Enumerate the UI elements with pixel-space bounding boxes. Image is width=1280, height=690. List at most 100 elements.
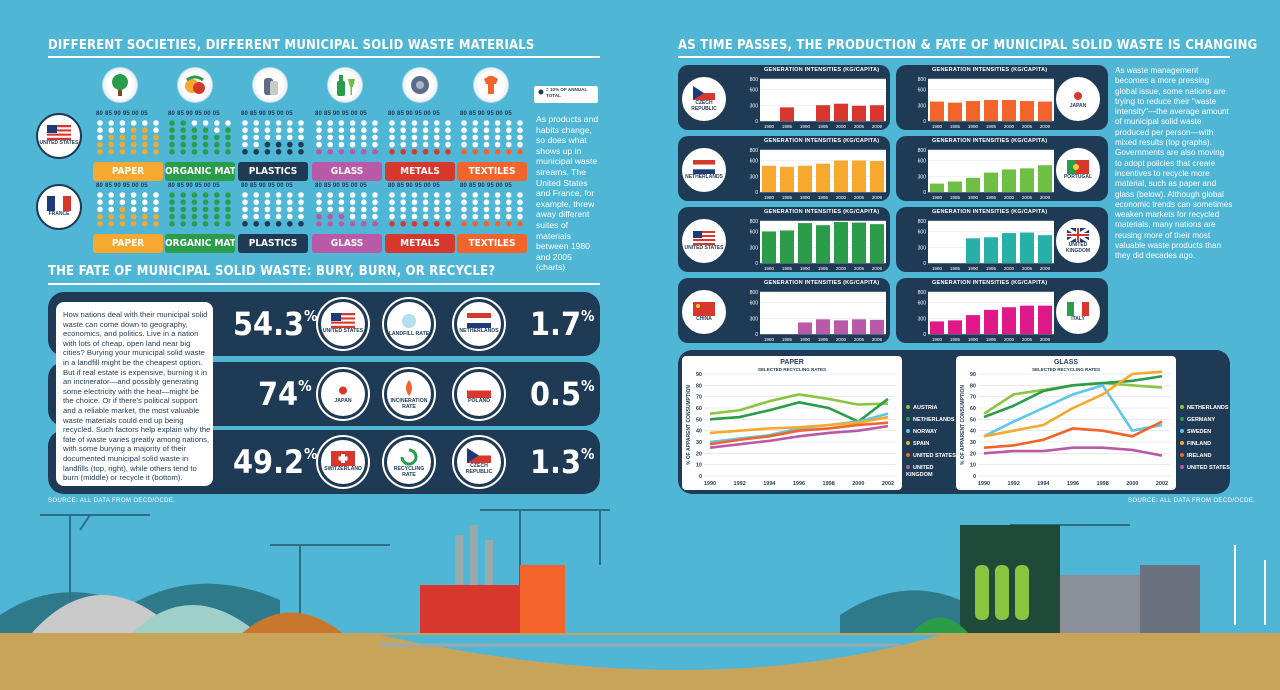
waste-dot	[422, 199, 429, 205]
waste-dot	[108, 213, 114, 220]
x-tick-label: 2009	[1040, 124, 1051, 129]
x-tick-label: 1995	[986, 337, 997, 342]
waste-dot	[372, 192, 378, 198]
x-tick-label: 1990	[968, 195, 979, 200]
generation-bar-chart: 800 600 300 0 1980 1985 1990 1995 2000 2005 2009	[750, 148, 886, 200]
waste-dot	[287, 141, 293, 148]
waste-dot	[372, 199, 378, 205]
fate-value-right: 1.3	[530, 443, 581, 481]
waste-dot	[327, 192, 333, 198]
waste-dot	[400, 199, 406, 205]
x-tick-label: 2000	[1126, 481, 1138, 487]
y-tick-label: 50	[970, 417, 976, 423]
generation-bar	[1038, 305, 1052, 334]
legend-item: UNITED STATES	[906, 453, 956, 460]
waste-dot	[214, 206, 220, 213]
x-tick-label: 2009	[1040, 337, 1051, 342]
waste-dot	[400, 213, 406, 220]
country-name: JAPAN	[334, 398, 352, 405]
series-line	[983, 420, 1163, 449]
waste-dot	[225, 120, 231, 126]
country-circle: POLAND	[454, 369, 504, 419]
x-tick-label: 1994	[1037, 481, 1050, 487]
waste-dot	[494, 149, 501, 155]
waste-dot	[97, 206, 103, 213]
x-tick-label: 2000	[836, 124, 847, 129]
country-flag: NETHERLANDS	[680, 146, 728, 194]
generation-bar	[762, 165, 776, 192]
x-tick-label: 1994	[763, 481, 776, 487]
waste-dot	[472, 141, 478, 148]
generation-bar	[816, 225, 830, 263]
y-tick-label: 0	[755, 261, 758, 267]
waste-dot	[287, 221, 293, 227]
y-tick-label: 0	[923, 119, 926, 125]
material-label: ORGANIC MATERIAL	[165, 234, 235, 253]
generation-bar	[966, 238, 980, 263]
legend-item: SPAIN	[906, 441, 956, 448]
line-chart: % OF APPARENT CONSUMPTION 0 10 20 30 40 50 60 70…	[686, 372, 896, 487]
waste-dot	[142, 120, 148, 126]
generation-bar-chart: 800 600 300 0 1980 1985 1990 1995 2000 2005 2009	[918, 290, 1054, 342]
waste-dot	[153, 192, 159, 198]
waste-dot	[422, 134, 429, 141]
waste-dot	[445, 206, 451, 213]
fate-percent: 49.2%	[233, 443, 318, 481]
waste-dot	[287, 120, 293, 126]
year-header: 80 85 90 95 00 05	[168, 111, 220, 117]
waste-dot	[434, 213, 440, 220]
waste-dot	[494, 206, 501, 213]
material-label: METALS	[385, 234, 455, 253]
percent-sign: %	[581, 307, 595, 325]
waste-dot	[494, 141, 501, 148]
waste-dot	[327, 199, 333, 205]
generation-bar	[816, 319, 830, 334]
y-tick-label: 300	[918, 316, 927, 322]
waste-dot	[142, 149, 148, 155]
waste-dot	[422, 149, 429, 155]
legend-label: IRELAND	[1187, 453, 1212, 459]
waste-dot	[225, 206, 231, 213]
waste-dot	[298, 149, 304, 155]
waste-dot	[372, 127, 378, 133]
fate-rule	[48, 283, 600, 285]
country-flag: UNITED STATES	[680, 217, 728, 265]
waste-dot	[316, 213, 322, 220]
waste-dot	[264, 149, 271, 155]
dot-column-0	[97, 120, 159, 155]
generation-bar	[870, 319, 884, 334]
waste-dot	[214, 192, 220, 198]
waste-dot	[411, 192, 418, 198]
generation-bar	[1020, 101, 1034, 121]
waste-dot	[400, 134, 406, 141]
legend-swatch	[1180, 453, 1184, 457]
waste-dot	[316, 120, 322, 126]
waste-dot	[275, 221, 282, 227]
x-tick-label: 1980	[932, 195, 943, 200]
generation-title: GENERATION INTENSITIES (KG/CAPITA)	[932, 280, 1048, 286]
year-header: 80 85 90 95 00 05	[460, 183, 512, 189]
category-circle: RECYCLING RATE	[384, 437, 434, 487]
waste-dot	[153, 141, 159, 148]
dot-column-4	[389, 192, 451, 227]
waste-dot	[338, 141, 345, 148]
x-tick-label: 2009	[1040, 195, 1051, 200]
waste-dot	[169, 141, 175, 148]
waste-dot	[225, 199, 231, 205]
y-tick-label: 20	[696, 451, 702, 457]
waste-dot	[119, 134, 126, 141]
waste-dot	[242, 134, 248, 141]
y-tick-label: 800	[918, 77, 927, 83]
fate-value-right: 1.7	[530, 305, 581, 343]
x-tick-label: 1995	[986, 195, 997, 200]
waste-dot	[264, 206, 271, 213]
legend-swatch	[1180, 465, 1184, 469]
generation-bar	[1002, 233, 1016, 263]
dot-column-2	[242, 120, 304, 155]
y-tick-label: 300	[750, 103, 759, 109]
waste-dot	[316, 127, 322, 133]
generation-bar	[930, 321, 944, 334]
waste-dot	[506, 221, 512, 227]
series-line	[983, 370, 1163, 438]
generation-bar	[834, 320, 848, 334]
